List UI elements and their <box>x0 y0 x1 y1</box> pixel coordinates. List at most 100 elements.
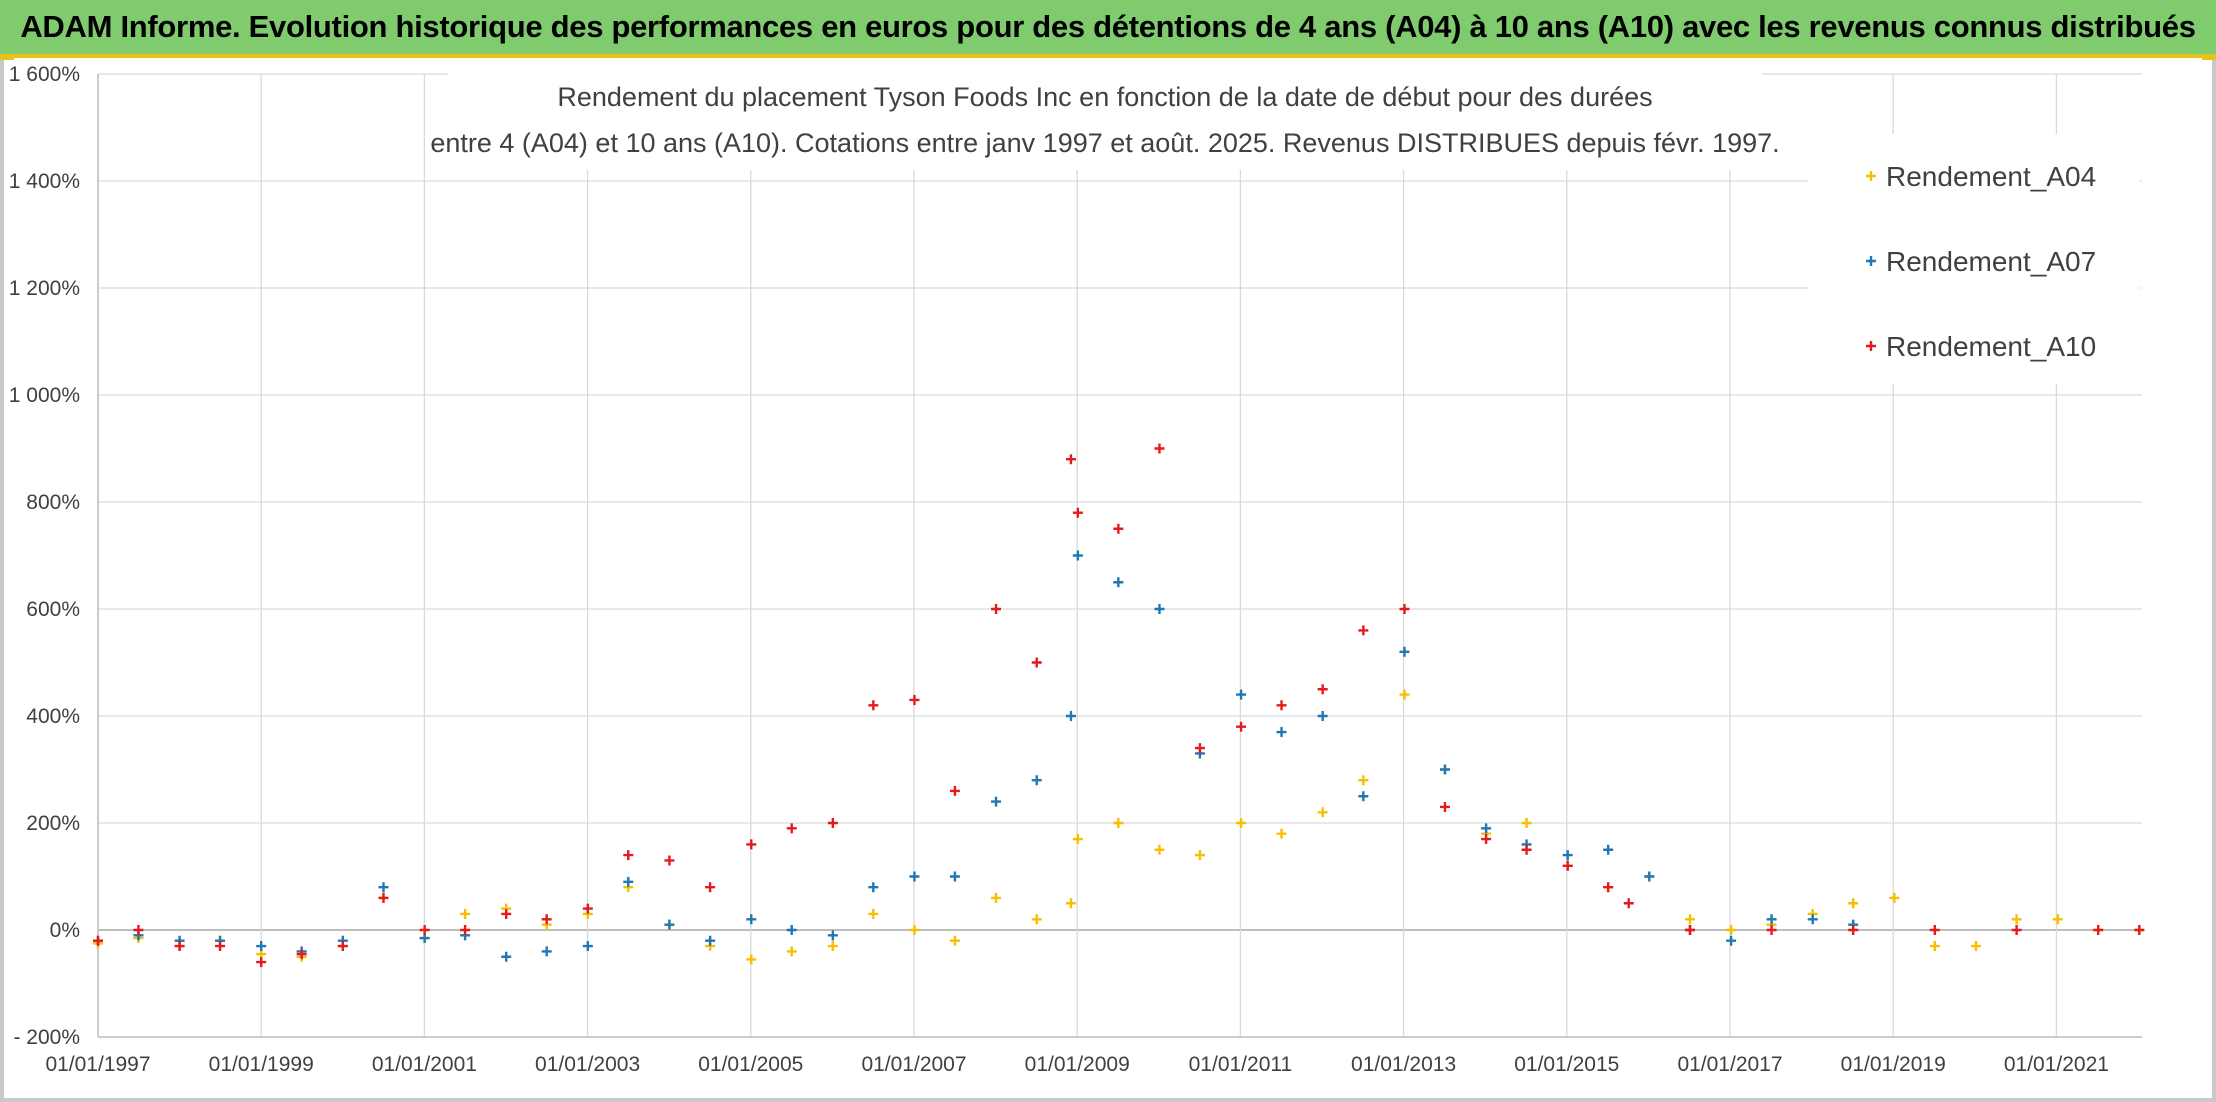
data-point <box>705 882 716 893</box>
data-point <box>827 930 838 941</box>
data-point <box>501 951 512 962</box>
data-point <box>1031 657 1042 668</box>
legend-box <box>1808 134 2140 384</box>
data-point <box>1154 844 1165 855</box>
data-point <box>827 941 838 952</box>
data-point <box>949 935 960 946</box>
data-point <box>1623 898 1634 909</box>
banner-corner-left <box>0 54 14 60</box>
data-point <box>991 796 1002 807</box>
y-tick-label: 1 000% <box>9 384 80 407</box>
data-point <box>1065 454 1076 465</box>
chart-title-box <box>448 66 1762 170</box>
y-tick-label: 400% <box>26 705 80 728</box>
series-rendement-a07 <box>93 550 1859 962</box>
x-tick-label: 01/01/2005 <box>698 1053 803 1076</box>
legend-marker <box>1866 171 1876 181</box>
data-point <box>1521 818 1532 828</box>
data-point <box>1848 898 1859 909</box>
data-point <box>909 694 920 705</box>
data-point <box>1065 711 1076 721</box>
data-point <box>1113 523 1124 534</box>
data-point <box>1889 892 1900 903</box>
data-point <box>909 871 920 882</box>
data-point <box>1358 791 1369 802</box>
data-point <box>1439 764 1450 775</box>
legend-label: Rendement_A07 <box>1886 246 2096 277</box>
x-tick-label: 01/01/1997 <box>45 1053 150 1076</box>
data-point <box>460 908 471 919</box>
data-point <box>1154 604 1165 614</box>
y-tick-label: 1 400% <box>9 170 80 193</box>
data-point <box>2134 925 2145 935</box>
data-point <box>1317 711 1328 721</box>
data-point <box>1194 743 1205 754</box>
data-point <box>2011 914 2022 925</box>
data-point <box>949 871 960 882</box>
data-point <box>1766 914 1777 925</box>
data-point <box>1603 882 1614 893</box>
data-point <box>582 903 593 914</box>
data-point <box>949 785 960 796</box>
data-point <box>786 925 797 935</box>
chart-title-line2: entre 4 (A04) et 10 ans (A10). Cotations… <box>430 128 1779 158</box>
data-point <box>1481 823 1492 834</box>
data-point <box>1276 700 1287 711</box>
data-point <box>1236 721 1247 732</box>
data-point <box>1562 860 1573 871</box>
data-point <box>1072 507 1083 518</box>
data-point <box>1807 914 1818 925</box>
data-point <box>1113 818 1124 828</box>
y-tick-label: 800% <box>26 491 80 514</box>
data-point <box>1521 844 1532 855</box>
data-point <box>215 941 226 952</box>
data-point <box>2011 925 2022 935</box>
data-point <box>623 876 634 887</box>
data-point <box>1358 625 1369 636</box>
data-point <box>1236 689 1247 700</box>
data-point <box>1072 550 1083 561</box>
data-point <box>1154 443 1165 454</box>
data-point <box>786 823 797 834</box>
data-point <box>1236 818 1247 828</box>
data-point <box>1929 941 1940 952</box>
data-point <box>541 914 552 925</box>
chart-points <box>93 443 2145 968</box>
x-tick-label: 01/01/2019 <box>1841 1053 1946 1076</box>
data-point <box>1970 941 1981 952</box>
y-tick-label: 600% <box>26 598 80 621</box>
x-tick-label: 01/01/2013 <box>1351 1053 1456 1076</box>
data-point <box>378 892 389 903</box>
x-tick-label: 01/01/2021 <box>2004 1053 2109 1076</box>
data-point <box>827 818 838 828</box>
data-point <box>868 908 879 919</box>
data-point <box>1603 844 1614 855</box>
y-tick-label: - 200% <box>13 1026 80 1049</box>
performance-chart: Rendement du placement Tyson Foods Inc e… <box>9 63 2145 1076</box>
data-point <box>1113 577 1124 588</box>
data-point <box>746 914 757 925</box>
data-point <box>460 925 471 935</box>
data-point <box>705 935 716 946</box>
data-point <box>1399 604 1410 614</box>
x-tick-label: 01/01/2017 <box>1677 1053 1782 1076</box>
data-point <box>2052 914 2063 925</box>
data-point <box>1031 914 1042 925</box>
data-point <box>664 919 675 930</box>
data-point <box>1644 871 1655 882</box>
data-point <box>1848 925 1859 935</box>
data-point <box>909 925 920 935</box>
data-point <box>2093 925 2104 935</box>
data-point <box>1766 925 1777 935</box>
banner-title: ADAM Informe. Evolution historique des p… <box>20 9 2196 44</box>
y-tick-label: 1 600% <box>9 63 80 86</box>
data-point <box>1481 834 1492 845</box>
chart-title-line1: Rendement du placement Tyson Foods Inc e… <box>557 82 1652 112</box>
data-point <box>1399 646 1410 657</box>
data-point <box>1276 828 1287 839</box>
series-rendement-a10 <box>93 443 2145 968</box>
data-point <box>378 882 389 893</box>
legend-label: Rendement_A10 <box>1886 331 2096 362</box>
data-point <box>1684 914 1695 925</box>
data-point <box>582 941 593 952</box>
